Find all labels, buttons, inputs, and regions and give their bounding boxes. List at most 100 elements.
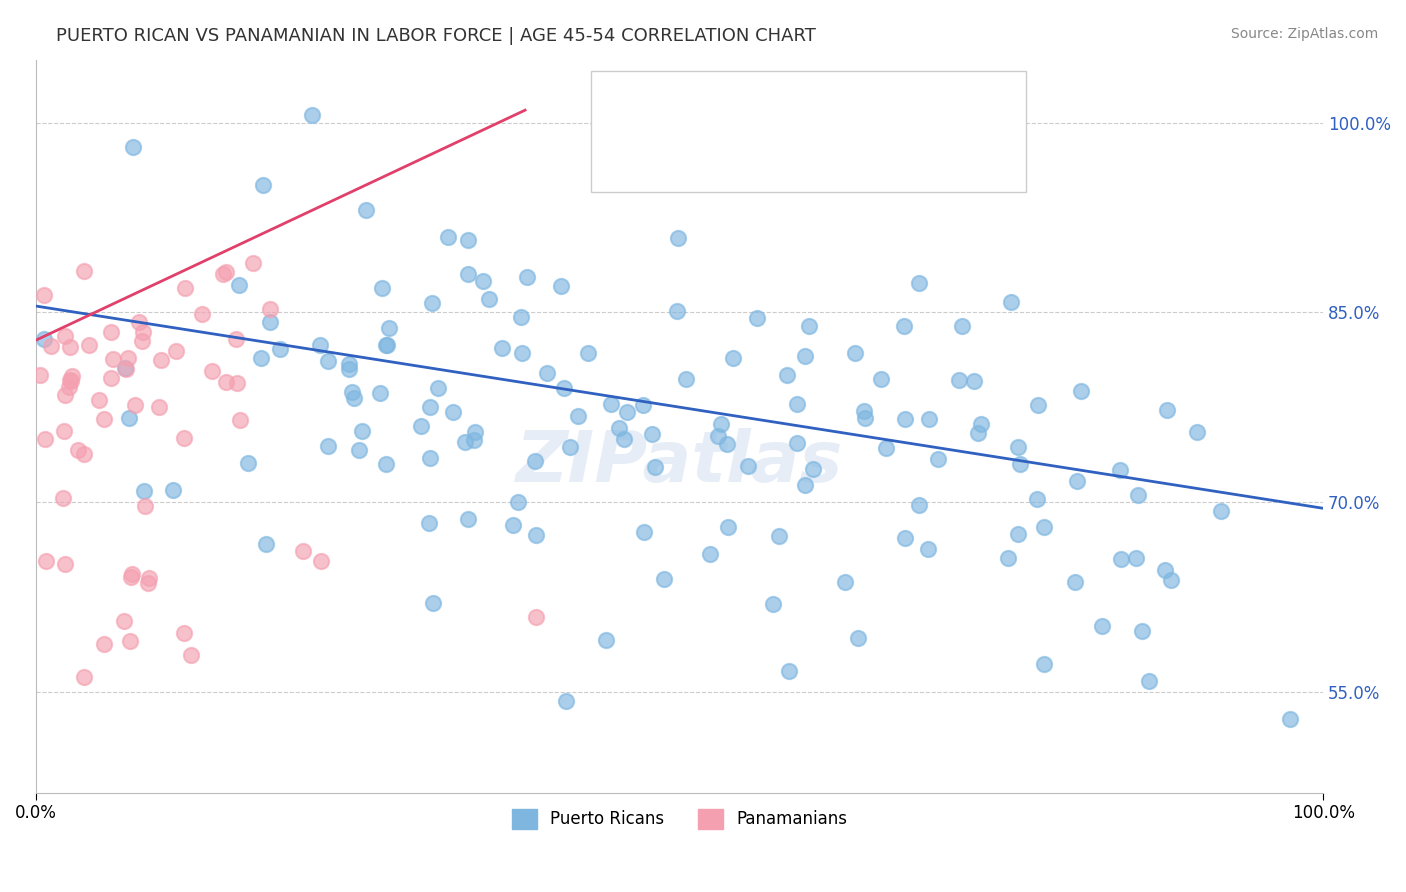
Point: [368, 385, 391, 400]
Point: [73, 670, 96, 684]
Point: [316, 354, 339, 368]
Point: [114, 360, 136, 375]
Point: [1156, 402, 1178, 417]
Point: [134, 499, 156, 513]
Point: [778, 664, 800, 678]
Point: [93, 637, 115, 651]
Point: [894, 532, 917, 546]
Point: [644, 460, 666, 475]
Point: [966, 425, 988, 440]
Point: [131, 325, 153, 339]
Point: [616, 405, 638, 419]
Point: [1125, 550, 1147, 565]
Point: [53, 329, 76, 343]
Point: [1160, 573, 1182, 587]
Point: [115, 362, 138, 376]
Point: [1033, 657, 1056, 671]
Point: [524, 610, 547, 624]
Point: [1137, 674, 1160, 689]
Point: [118, 633, 141, 648]
Point: [215, 375, 238, 389]
Point: [148, 400, 170, 414]
Point: [53, 388, 76, 402]
Point: [190, 307, 212, 321]
Point: [917, 412, 939, 426]
Point: [250, 351, 273, 365]
Point: [173, 431, 195, 445]
Point: [776, 368, 799, 383]
Point: [1066, 474, 1088, 488]
Point: [793, 349, 815, 363]
Point: [1070, 384, 1092, 398]
Point: [259, 301, 281, 316]
Point: [316, 439, 339, 453]
Point: [1091, 619, 1114, 633]
Point: [28, 368, 51, 382]
Point: [337, 357, 360, 371]
Point: [1128, 488, 1150, 502]
Point: [375, 338, 398, 352]
Point: [211, 267, 233, 281]
Point: [93, 412, 115, 426]
Point: [523, 454, 546, 468]
Text: R =: R =: [666, 96, 706, 114]
Point: [242, 256, 264, 270]
Point: [721, 351, 744, 366]
Point: [1010, 457, 1032, 471]
Point: [457, 511, 479, 525]
Point: [786, 436, 808, 450]
Point: [35, 553, 58, 567]
Point: [927, 452, 949, 467]
Point: [652, 573, 675, 587]
Point: [797, 319, 820, 334]
Point: [422, 295, 444, 310]
Point: [229, 413, 252, 427]
Text: 0.467: 0.467: [707, 132, 770, 150]
Point: [1063, 574, 1085, 589]
Point: [58, 379, 80, 393]
Point: [846, 632, 869, 646]
Point: [1109, 551, 1132, 566]
Point: [89, 392, 111, 407]
Text: ■: ■: [636, 94, 659, 117]
Point: [917, 541, 939, 556]
Point: [640, 427, 662, 442]
Point: [1026, 491, 1049, 506]
Point: [301, 108, 323, 122]
Text: ZIPatlas: ZIPatlas: [516, 428, 844, 497]
Point: [717, 520, 740, 534]
Point: [67, 442, 90, 457]
Point: [600, 397, 623, 411]
Point: [633, 524, 655, 539]
Point: [418, 516, 440, 531]
Point: [524, 527, 547, 541]
Point: [665, 303, 688, 318]
Point: [121, 140, 143, 154]
Point: [419, 401, 441, 415]
Point: [1279, 712, 1302, 726]
Point: [609, 420, 631, 434]
Point: [254, 537, 277, 551]
Point: [259, 315, 281, 329]
Point: [502, 518, 524, 533]
Point: [121, 566, 143, 581]
Point: [124, 398, 146, 412]
Point: [437, 230, 460, 244]
Point: [162, 483, 184, 498]
Point: [576, 346, 599, 360]
Point: [269, 342, 291, 356]
Point: [100, 370, 122, 384]
Point: [236, 456, 259, 470]
Point: [699, 547, 721, 561]
Point: [375, 338, 398, 352]
Point: [443, 405, 465, 419]
Point: [536, 367, 558, 381]
Point: [132, 483, 155, 498]
Point: [337, 362, 360, 376]
Point: [555, 693, 578, 707]
Point: [969, 417, 991, 431]
Point: [180, 648, 202, 662]
Point: [1007, 441, 1029, 455]
Point: [215, 265, 238, 279]
Text: -0.385: -0.385: [707, 96, 772, 114]
